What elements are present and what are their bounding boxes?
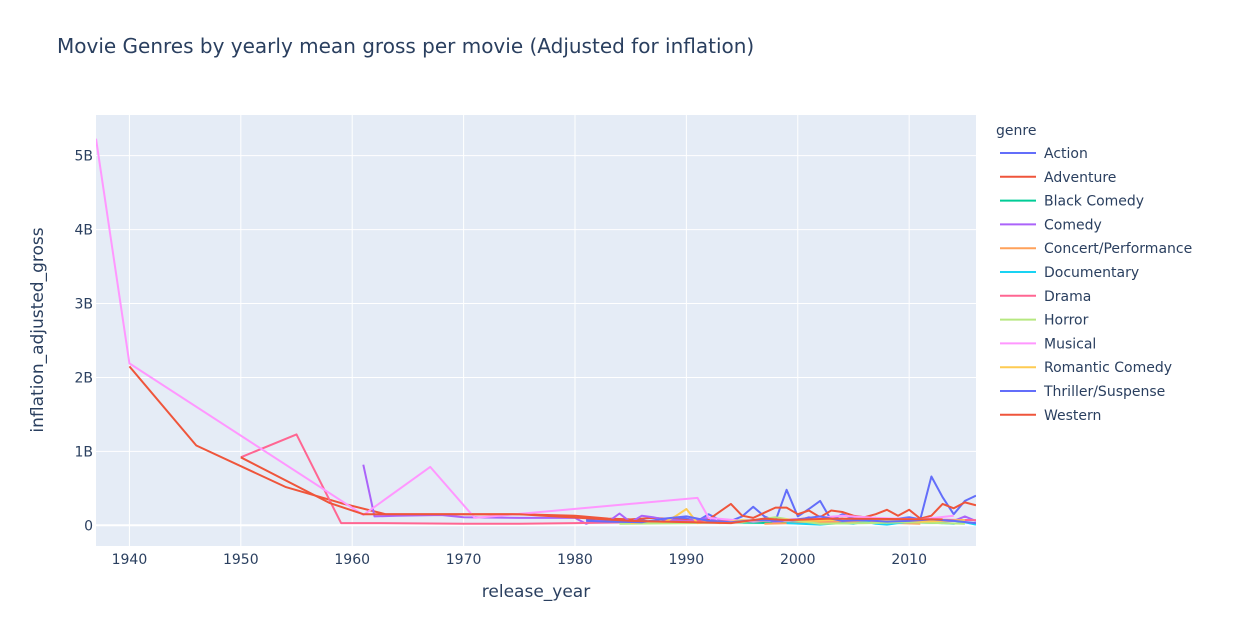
legend-item-concert-performance[interactable]: Concert/Performance	[1000, 241, 1192, 257]
x-tick-label: 1960	[334, 552, 370, 568]
legend-item-romantic-comedy[interactable]: Romantic Comedy	[1000, 360, 1172, 376]
legend-title: genre	[996, 123, 1036, 139]
legend-label: Documentary	[1044, 265, 1139, 281]
legend-item-black-comedy[interactable]: Black Comedy	[1000, 194, 1144, 210]
y-tick-label: 2B	[74, 370, 93, 386]
legend-item-horror[interactable]: Horror	[1000, 313, 1089, 329]
legend-label: Action	[1044, 146, 1088, 162]
series-line-musical[interactable]	[96, 138, 954, 523]
legend-item-western[interactable]: Western	[1000, 408, 1101, 424]
x-tick-label: 2010	[891, 552, 927, 568]
series-group	[96, 138, 976, 526]
x-tick-label: 1980	[557, 552, 593, 568]
x-tick-label: 1970	[446, 552, 482, 568]
axis-ticks: 1940 1950 1960 1970 1980 1990 2000 2010 0 1B 2B 3B 4…	[74, 149, 927, 568]
legend-label: Western	[1044, 408, 1101, 424]
legend-item-musical[interactable]: Musical	[1000, 336, 1096, 352]
legend-label: Comedy	[1044, 217, 1102, 233]
legend-label: Romantic Comedy	[1044, 360, 1172, 376]
x-tick-label: 2000	[780, 552, 816, 568]
chart-title: Movie Genres by yearly mean gross per mo…	[57, 34, 754, 58]
y-tick-label: 0	[84, 518, 93, 534]
y-tick-label: 5B	[74, 149, 93, 165]
legend-item-thriller-suspense[interactable]: Thriller/Suspense	[1000, 384, 1165, 400]
y-tick-label: 1B	[74, 444, 93, 460]
x-axis-title: release_year	[482, 582, 590, 602]
legend-item-comedy[interactable]: Comedy	[1000, 217, 1102, 233]
y-tick-label: 3B	[74, 297, 93, 313]
series-line-western[interactable]	[240, 456, 943, 525]
grid	[96, 115, 976, 546]
legend-label: Drama	[1044, 289, 1091, 305]
x-tick-label: 1990	[669, 552, 705, 568]
legend-item-action[interactable]: Action	[1000, 146, 1088, 162]
plot-area	[96, 115, 976, 546]
y-tick-label: 4B	[74, 223, 93, 239]
legend-item-adventure[interactable]: Adventure	[1000, 170, 1116, 186]
legend[interactable]: genre Action Adventure Black Comedy Comedy C…	[996, 123, 1192, 424]
x-tick-label: 1950	[223, 552, 259, 568]
legend-label: Thriller/Suspense	[1043, 384, 1165, 400]
x-tick-label: 1940	[112, 552, 148, 568]
legend-label: Musical	[1044, 336, 1096, 352]
legend-label: Horror	[1044, 313, 1089, 329]
legend-item-documentary[interactable]: Documentary	[1000, 265, 1139, 281]
legend-item-drama[interactable]: Drama	[1000, 289, 1091, 305]
y-axis-title: inflation_adjusted_gross	[28, 227, 48, 432]
legend-label: Concert/Performance	[1044, 241, 1192, 257]
legend-label: Adventure	[1044, 170, 1116, 186]
legend-label: Black Comedy	[1044, 194, 1144, 210]
